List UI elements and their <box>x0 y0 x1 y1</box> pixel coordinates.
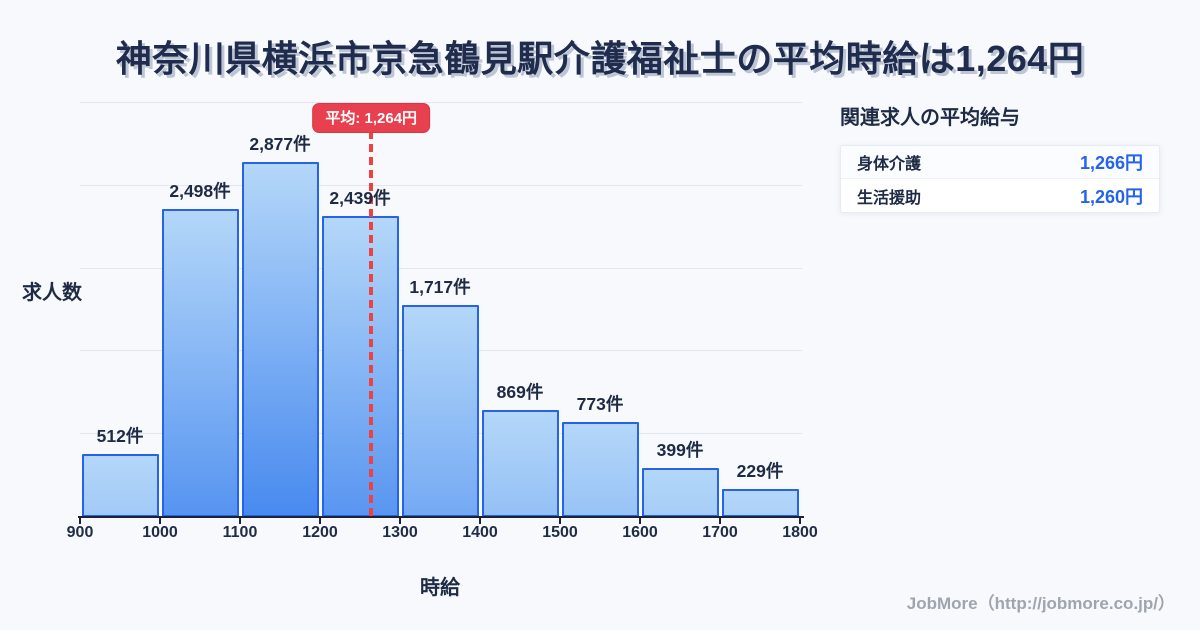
average-badge: 平均: 1,264円 <box>312 103 431 133</box>
bar-value-label: 512件 <box>96 426 144 446</box>
histogram-bar <box>401 305 479 517</box>
side-panel-heading: 関連求人の平均給与 <box>840 107 1020 129</box>
gridline <box>80 268 802 269</box>
x-tick-label: 1700 <box>702 524 738 541</box>
bar-value-label: 2,439件 <box>329 188 391 208</box>
bar-value-label: 2,877件 <box>249 134 311 154</box>
job-type-label: 身体介護 <box>857 156 922 173</box>
footer-credit: JobMore（http://jobmore.co.jp/） <box>906 594 1175 613</box>
bar-value-label: 1,717件 <box>409 277 471 297</box>
gridline <box>80 102 802 103</box>
x-tick-label: 1400 <box>462 524 498 541</box>
x-axis-tick <box>159 518 161 524</box>
x-tick-label: 1600 <box>622 524 658 541</box>
histogram-bar <box>241 162 319 517</box>
bar-value-label: 2,498件 <box>169 181 231 201</box>
table-row: 生活援助 1,260円 <box>841 179 1159 212</box>
x-axis-tick <box>239 518 241 524</box>
x-axis-title: 時給 <box>420 577 460 599</box>
job-wage-value: 1,260円 <box>1079 186 1143 207</box>
x-axis-line <box>78 516 804 518</box>
x-tick-label: 1300 <box>382 524 418 541</box>
bar-value-label: 399件 <box>656 440 704 460</box>
histogram-bar <box>321 216 399 517</box>
x-axis-tick <box>79 518 81 524</box>
x-tick-label: 1000 <box>142 524 178 541</box>
x-tick-label: 1100 <box>222 524 258 541</box>
x-tick-label: 1200 <box>302 524 338 541</box>
table-row: 身体介護 1,266円 <box>841 146 1159 179</box>
histogram-bar <box>721 489 799 517</box>
x-axis-tick <box>719 518 721 524</box>
x-axis-tick <box>399 518 401 524</box>
x-axis-tick <box>559 518 561 524</box>
x-tick-label: 1500 <box>542 524 578 541</box>
x-tick-label: 1800 <box>782 524 818 541</box>
histogram-bar <box>481 410 559 517</box>
gridline <box>80 185 802 186</box>
histogram-bar <box>561 422 639 517</box>
x-axis-tick <box>479 518 481 524</box>
histogram-bar <box>161 209 239 517</box>
page-title: 神奈川県横浜市京急鶴見駅介護福祉士の平均時給は1,264円 <box>115 38 1085 79</box>
bar-value-label: 229件 <box>736 461 784 481</box>
x-axis-tick <box>799 518 801 524</box>
job-type-label: 生活援助 <box>857 189 922 207</box>
bar-value-label: 869件 <box>496 382 544 402</box>
x-axis-tick <box>319 518 321 524</box>
y-axis-title: 求人数 <box>22 282 82 304</box>
job-wage-value: 1,266円 <box>1079 153 1143 173</box>
histogram-bar <box>81 454 159 517</box>
x-axis-tick <box>639 518 641 524</box>
bar-value-label: 773件 <box>576 394 624 414</box>
x-tick-label: 900 <box>66 524 94 541</box>
related-jobs-table: 身体介護 1,266円生活援助 1,260円 <box>840 145 1160 213</box>
average-line <box>369 131 373 517</box>
